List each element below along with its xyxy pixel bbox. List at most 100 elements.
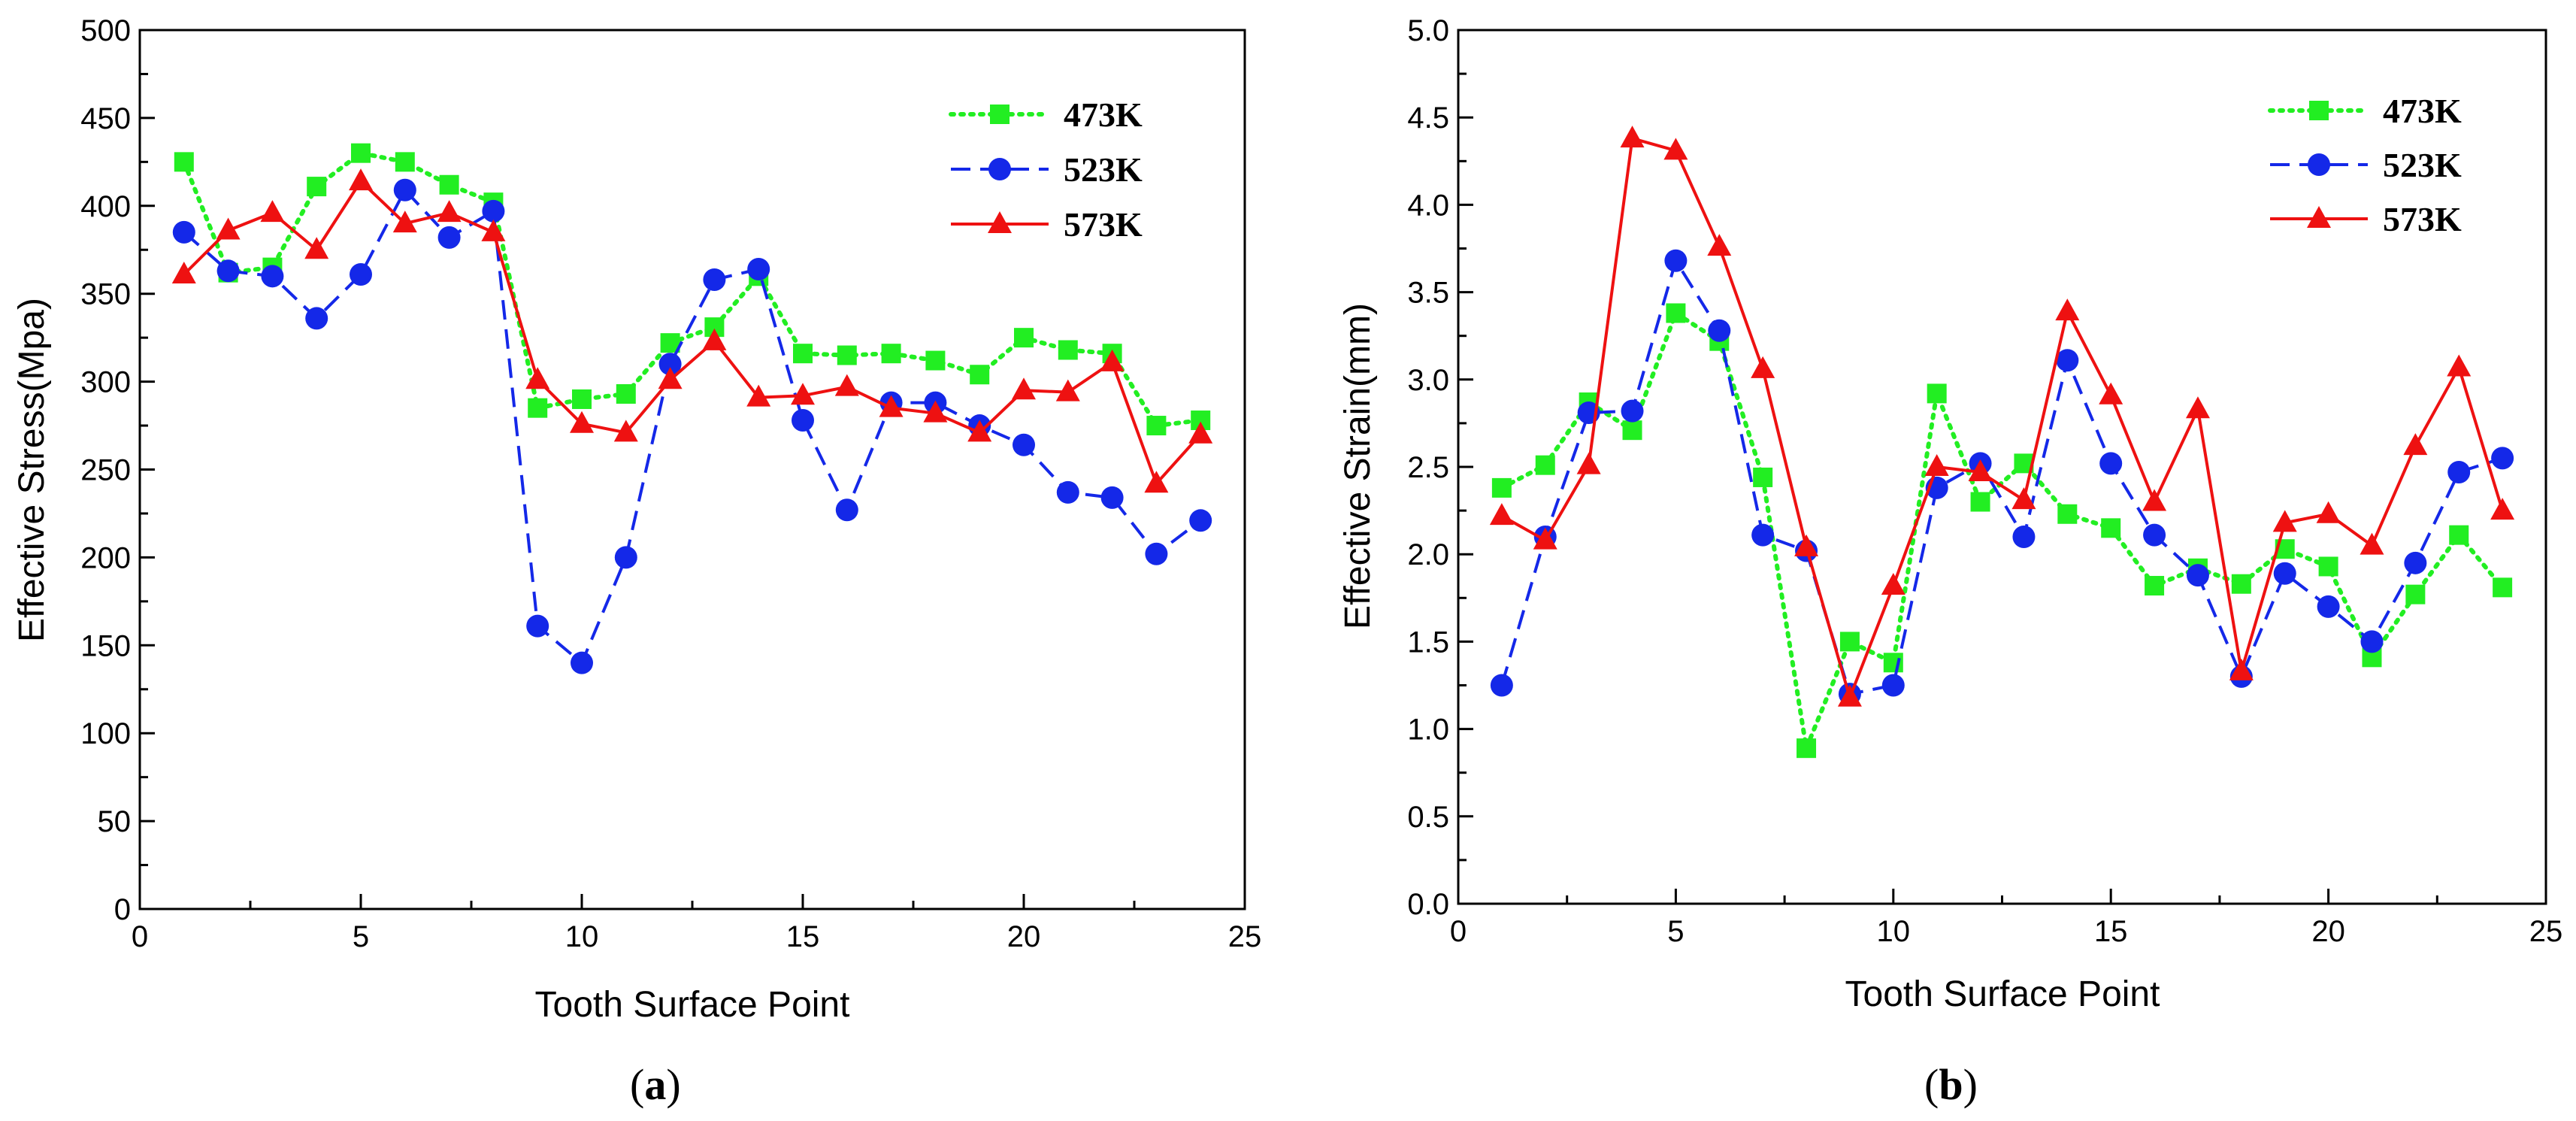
data-point (2099, 382, 2123, 404)
series-473K (174, 143, 1211, 436)
legend-swatch-marker (2309, 101, 2329, 120)
data-point (2403, 433, 2428, 456)
data-point (835, 498, 858, 522)
y-tick-label: 0.0 (1407, 888, 1449, 921)
data-point (793, 344, 813, 364)
data-point (1100, 349, 1125, 371)
data-point (1188, 421, 1213, 444)
data-point (216, 259, 240, 283)
data-point (1533, 527, 1557, 550)
caption-a: (a) (630, 1060, 681, 1109)
data-point (307, 177, 327, 197)
data-point (2360, 630, 2384, 653)
data-point (393, 178, 416, 201)
legend-item-473K: 473K (949, 95, 1143, 134)
data-point (1620, 126, 1645, 148)
data-point (613, 420, 638, 442)
series-line (1499, 311, 2505, 751)
data-point (2490, 498, 2515, 520)
data-point (2405, 584, 2426, 604)
data-point (1797, 738, 1817, 759)
x-tick-label: 10 (565, 920, 599, 953)
data-point (350, 262, 372, 286)
series-573K (171, 168, 1213, 493)
y-tick-label: 5.0 (1407, 14, 1449, 47)
y-tick-label: 0.5 (1407, 801, 1449, 834)
y-tick-label: 50 (98, 805, 132, 838)
data-point (2273, 562, 2296, 585)
series-layer-b (1489, 126, 2515, 759)
data-point (1708, 319, 1731, 342)
data-point (171, 261, 196, 283)
data-point (1664, 249, 1688, 272)
data-point (1970, 492, 1990, 512)
y-tick-label: 0 (114, 893, 131, 926)
legend-item-573K: 573K (951, 205, 1143, 244)
data-point (2185, 396, 2210, 419)
data-point (1751, 356, 1775, 378)
data-point (260, 200, 285, 223)
legend-item-523K: 523K (2270, 146, 2462, 184)
data-point (481, 219, 506, 241)
data-point (1927, 383, 1947, 404)
data-point (1576, 452, 1601, 474)
legend-label: 523K (2383, 146, 2462, 184)
y-tick-label: 1.0 (1407, 714, 1449, 747)
data-point (1014, 328, 1034, 348)
y-tick-label: 3.0 (1407, 364, 1449, 397)
x-axis-ticks-b: 0 5 10 15 20 25 (1450, 889, 2562, 948)
legend-swatch-marker (988, 211, 1012, 233)
data-point (570, 411, 594, 433)
y-tick-label: 4.0 (1407, 189, 1449, 222)
data-point (702, 328, 727, 350)
data-point (2142, 489, 2167, 511)
legend-swatch-marker (2308, 153, 2330, 176)
legend-swatch-marker (990, 105, 1010, 124)
legend-item-473K: 473K (2268, 92, 2462, 130)
data-point (1146, 416, 1167, 436)
data-point (437, 226, 461, 249)
data-point (1622, 420, 1642, 441)
data-point (1881, 573, 1906, 595)
data-point (571, 651, 593, 674)
data-point (437, 200, 462, 223)
data-point (526, 614, 549, 638)
y-tick-label: 2.5 (1407, 451, 1449, 484)
data-point (1489, 503, 1514, 526)
data-point (2317, 595, 2340, 618)
legend-label: 573K (2383, 200, 2462, 238)
data-point (1491, 477, 1512, 498)
data-point (1881, 674, 1905, 697)
x-tick-label: 25 (1228, 920, 1262, 953)
x-tick-label: 15 (2094, 915, 2128, 948)
data-point (2056, 349, 2079, 372)
x-axis-title-a: Tooth Surface Point (535, 985, 850, 1025)
data-point (2316, 501, 2341, 523)
y-tick-label: 3.5 (1407, 277, 1449, 310)
data-point (1751, 523, 1775, 547)
data-point (1490, 674, 1513, 697)
data-point (2272, 510, 2297, 532)
series-523K (1490, 249, 2514, 706)
data-point (2493, 577, 2513, 598)
data-point (1100, 486, 1124, 509)
data-point (525, 367, 550, 389)
series-573K (1489, 126, 2515, 707)
legend-a: 473K 523K 573K (949, 95, 1143, 244)
data-point (572, 389, 592, 409)
data-point (970, 365, 990, 385)
data-point (614, 546, 637, 569)
data-point (1753, 467, 1773, 487)
data-point (1794, 534, 1819, 556)
data-point (2012, 525, 2036, 548)
y-tick-label: 2.0 (1407, 538, 1449, 571)
y-axis-ticks-b: 0.0 0.5 1.0 1.5 2.0 2.5 3.0 3.5 4.0 4.5 5.0 (1407, 14, 1473, 921)
data-point (1924, 454, 1949, 476)
data-point (2404, 551, 2427, 574)
data-point (174, 152, 194, 172)
y-tick-label: 1.5 (1407, 626, 1449, 659)
legend-b: 473K 523K 573K (2268, 92, 2462, 238)
x-axis-title-b: Tooth Surface Point (1845, 974, 2160, 1014)
